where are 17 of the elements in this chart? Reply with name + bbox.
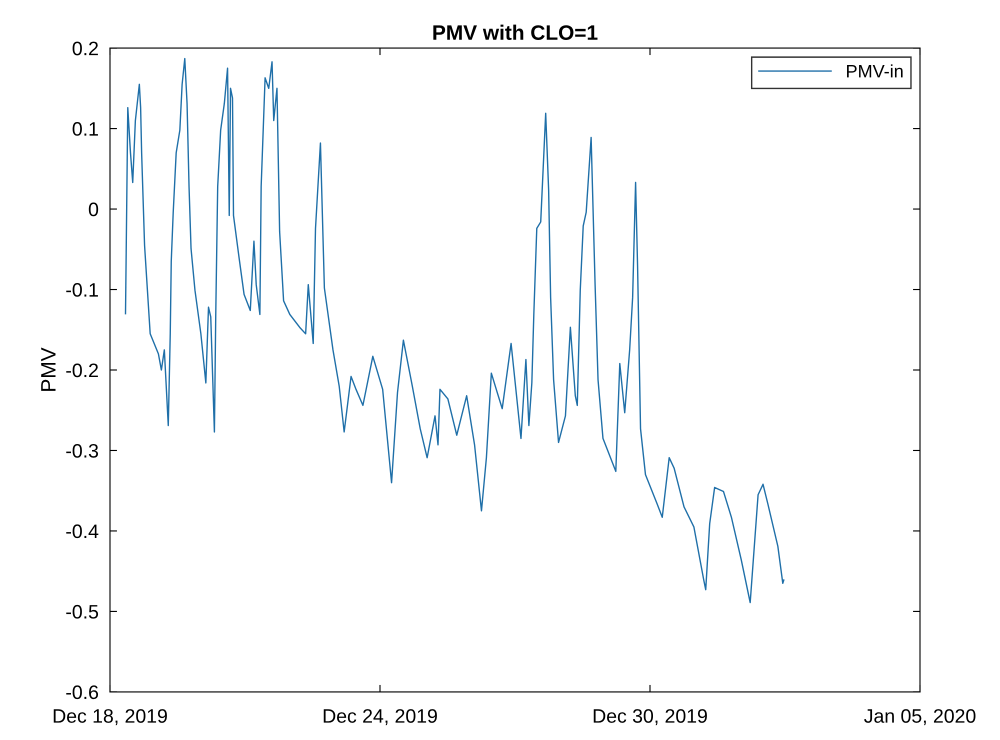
x-tick-label: Dec 18, 2019 xyxy=(54,709,167,726)
y-axis-title: PMV xyxy=(41,348,56,391)
legend-label: PMV-in xyxy=(847,64,903,78)
y-tick-label: -0.3 xyxy=(66,444,98,458)
x-tick-label: Dec 24, 2019 xyxy=(324,709,437,726)
chart-title: PMV with CLO=1 xyxy=(433,24,598,40)
y-tick-label: -0.2 xyxy=(66,363,98,378)
y-tick-label: 0.1 xyxy=(72,122,98,136)
y-tick-label: -0.1 xyxy=(66,282,98,297)
y-tick-label: 0.2 xyxy=(72,42,98,56)
x-tick-label: Jan 05, 2020 xyxy=(864,709,976,726)
y-tick-label: -0.4 xyxy=(66,524,98,538)
y-tick-label: 0 xyxy=(88,202,98,216)
y-tick-label: -0.5 xyxy=(66,604,98,619)
line-series xyxy=(124,58,784,604)
x-tick-label: Dec 30, 2019 xyxy=(594,709,707,726)
y-tick-label: -0.6 xyxy=(66,685,98,700)
